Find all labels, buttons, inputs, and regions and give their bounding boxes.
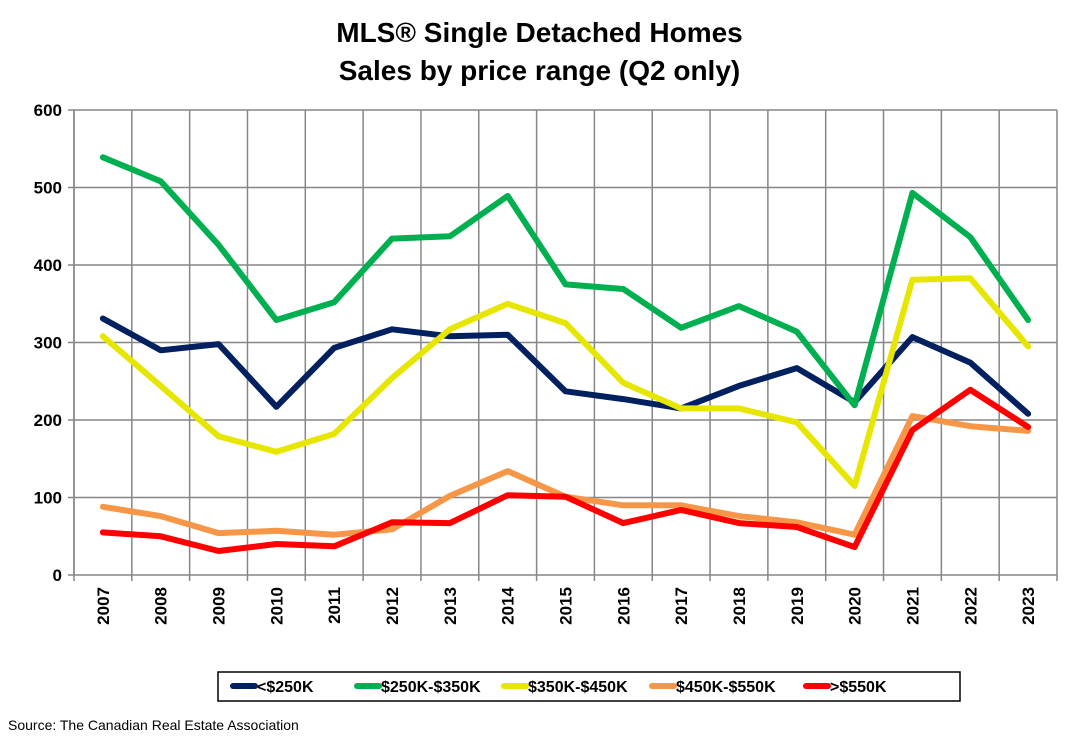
x-tick-label: 2013 — [441, 587, 460, 625]
chart-title-line1: MLS® Single Detached Homes — [336, 17, 743, 48]
x-tick-label: 2016 — [614, 587, 633, 625]
legend-label: >$550K — [830, 679, 887, 696]
y-tick-label: 600 — [34, 101, 62, 120]
series-line--250k-350k — [99, 154, 1032, 409]
y-tick-label: 0 — [53, 566, 62, 585]
y-tick-label: 500 — [34, 179, 62, 198]
y-tick-label: 100 — [34, 489, 62, 508]
legend-label: <$250K — [257, 679, 314, 696]
x-tick-label: 2022 — [961, 587, 980, 625]
x-tick-label: 2023 — [1019, 587, 1038, 625]
x-tick-label: 2018 — [730, 587, 749, 625]
x-tick-label: 2019 — [788, 587, 807, 625]
x-tick-label: 2011 — [325, 587, 344, 624]
x-tick-label: 2010 — [267, 587, 286, 625]
series-line--350k-450k — [99, 275, 1032, 489]
legend-label: $450K-$550K — [676, 679, 776, 696]
legend — [217, 671, 961, 702]
y-tick-label: 200 — [34, 411, 62, 430]
legend-label: $350K-$450K — [528, 679, 628, 696]
series-line--550k — [99, 386, 1032, 554]
chart-subtitle: Sales by price range (Q2 only) — [338, 55, 741, 86]
legend-label: $250K-$350K — [381, 679, 481, 696]
source-note: Source: The Canadian Real Estate Associa… — [8, 717, 299, 733]
x-tick-label: 2009 — [210, 587, 229, 625]
y-tick-label: 400 — [34, 256, 62, 275]
chart-title: MLS® Single Detached Homes Sales by pric… — [0, 14, 1079, 90]
x-tick-label: 2015 — [557, 587, 576, 625]
x-tick-label: 2021 — [903, 587, 922, 625]
x-tick-label: 2020 — [846, 587, 865, 625]
x-tick-label: 2008 — [152, 587, 171, 625]
x-tick-label: 2012 — [383, 587, 402, 625]
x-tick-label: 2007 — [94, 587, 113, 625]
x-tick-label: 2017 — [672, 587, 691, 625]
x-tick-label: 2014 — [499, 586, 518, 624]
series-line--250k — [99, 315, 1032, 417]
y-tick-label: 300 — [34, 334, 62, 353]
